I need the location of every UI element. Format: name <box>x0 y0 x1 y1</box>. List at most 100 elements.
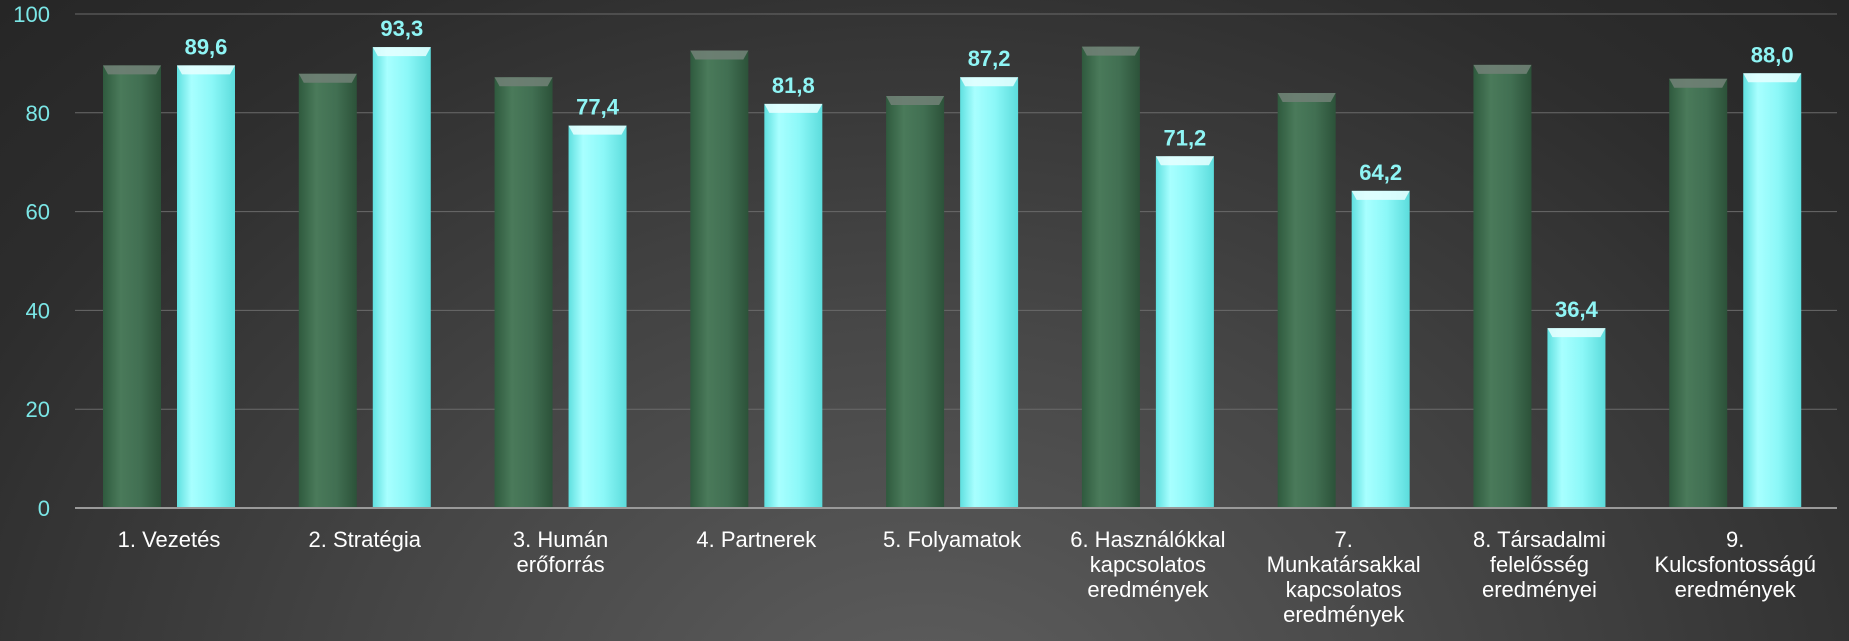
bar-bevel <box>177 65 235 75</box>
bar-series-1 <box>298 73 357 509</box>
x-tick-label-line: 6. Használókkal <box>1070 527 1225 552</box>
x-tick-label-line: kapcsolatos <box>1286 577 1402 602</box>
x-tick-label-line: eredményei <box>1482 577 1597 602</box>
x-tick-label: 9. Kulcsfontosságú eredmények <box>1655 527 1816 602</box>
bar-body <box>1669 78 1728 509</box>
gridlines <box>75 13 1837 410</box>
x-tick-label: 8. Társadalmi felelősség eredményei <box>1473 527 1606 602</box>
x-tick-label-line: erőforrás <box>517 552 605 577</box>
bar-body <box>1547 328 1606 508</box>
bar-series-2 <box>960 77 1019 509</box>
bar-series-1 <box>1669 78 1728 509</box>
x-tick-label-line: 4. Partnerek <box>696 527 817 552</box>
x-tick-label-line: eredmények <box>1283 602 1405 627</box>
x-tick-label: 3. Humán erőforrás <box>513 527 608 577</box>
data-label: 87,2 <box>968 46 1011 71</box>
y-tick-label: 60 <box>26 200 50 225</box>
bar-body <box>690 50 749 508</box>
x-tick-label: 1. Vezetés <box>118 527 221 552</box>
bar-body <box>568 125 627 509</box>
data-label: 93,3 <box>380 16 423 41</box>
x-tick-label-line: 2. Stratégia <box>309 527 422 552</box>
x-tick-label-line: felelősség <box>1490 552 1589 577</box>
bar-body <box>1743 73 1802 508</box>
bar-body <box>1351 190 1410 509</box>
data-label: 64,2 <box>1359 160 1402 185</box>
x-tick-label: 5. Folyamatok <box>883 527 1022 552</box>
y-tick-label: 80 <box>26 101 50 126</box>
bar-series-1 <box>494 77 553 509</box>
bar-series-1 <box>690 50 749 508</box>
bar-series-2 <box>372 47 431 509</box>
bar-bevel <box>298 73 357 83</box>
bars <box>103 46 1802 509</box>
x-tick-label: 6. Használókkal kapcsolatos eredmények <box>1070 527 1225 602</box>
x-tick-label-line: 8. Társadalmi <box>1473 527 1606 552</box>
bar-bevel <box>103 65 161 75</box>
bar-bevel <box>960 77 1019 87</box>
bar-body <box>372 47 431 509</box>
bar-bevel <box>1351 190 1410 200</box>
y-tick-label: 20 <box>26 397 50 422</box>
data-label: 71,2 <box>1163 125 1206 150</box>
bar-series-1 <box>1081 46 1140 508</box>
data-label: 89,6 <box>185 34 228 59</box>
data-label: 77,4 <box>576 95 620 120</box>
bar-series-2 <box>1743 73 1802 508</box>
bar-bevel <box>1743 73 1802 83</box>
bar-body <box>298 73 357 509</box>
bar-series-1 <box>886 96 945 508</box>
bar-body <box>764 103 823 509</box>
x-tick-label-line: Munkatársakkal <box>1267 552 1421 577</box>
bar-bevel <box>372 47 431 57</box>
x-tick-label: 2. Stratégia <box>309 527 422 552</box>
bar-bevel <box>1155 156 1214 166</box>
x-tick-label-line: 3. Humán <box>513 527 608 552</box>
x-tick-label-line: eredmények <box>1675 577 1797 602</box>
bar-series-2 <box>1547 328 1606 508</box>
bar-series-2 <box>764 103 823 509</box>
bar-series-2 <box>1155 156 1214 508</box>
x-tick-label: 7. Munkatársakkal kapcsolatos eredmények <box>1267 527 1421 627</box>
data-label: 88,0 <box>1751 42 1794 67</box>
bar-series-1 <box>1277 93 1336 508</box>
bar-bevel <box>1547 328 1606 338</box>
bar-body <box>1473 64 1532 508</box>
y-tick-label: 100 <box>13 2 50 27</box>
bar-body <box>886 96 945 508</box>
bar-bevel <box>494 77 553 87</box>
x-tick-label-line: 9. <box>1726 527 1744 552</box>
x-tick-label-line: kapcsolatos <box>1090 552 1206 577</box>
bar-series-1 <box>103 65 161 508</box>
bar-series-2 <box>177 65 235 508</box>
bar-body <box>1277 93 1336 508</box>
bar-series-1 <box>1473 64 1532 508</box>
y-axis: 0 20 40 60 80 100 <box>13 2 50 521</box>
x-tick-label-line: 5. Folyamatok <box>883 527 1022 552</box>
bar-body <box>1155 156 1214 508</box>
x-tick-label-line: 7. <box>1334 527 1352 552</box>
data-labels: 89,6 93,3 77,4 81,8 87,2 71,2 64,2 36,4 88,0 <box>185 16 1794 322</box>
data-label: 36,4 <box>1555 297 1599 322</box>
data-label: 81,8 <box>772 73 815 98</box>
bar-body <box>177 65 235 508</box>
x-axis: 1. Vezetés 2. Stratégia 3. Humán erőforrás 4… <box>118 527 1816 627</box>
bar-bevel <box>764 103 823 113</box>
bar-bevel <box>690 50 749 60</box>
bar-body <box>494 77 553 509</box>
bar-body <box>960 77 1019 509</box>
x-tick-label-line: Kulcsfontosságú <box>1655 552 1816 577</box>
bar-series-2 <box>568 125 627 509</box>
x-tick-label-line: eredmények <box>1087 577 1209 602</box>
bar-series-2 <box>1351 190 1410 509</box>
x-tick-label-line: 1. Vezetés <box>118 527 221 552</box>
bar-bevel <box>1473 64 1532 74</box>
bar-bevel <box>886 96 945 106</box>
bar-body <box>103 65 161 508</box>
y-tick-label: 40 <box>26 298 50 323</box>
bar-bevel <box>1081 46 1140 56</box>
bar-bevel <box>568 125 627 135</box>
bar-bevel <box>1669 78 1728 88</box>
bar-body <box>1081 46 1140 508</box>
